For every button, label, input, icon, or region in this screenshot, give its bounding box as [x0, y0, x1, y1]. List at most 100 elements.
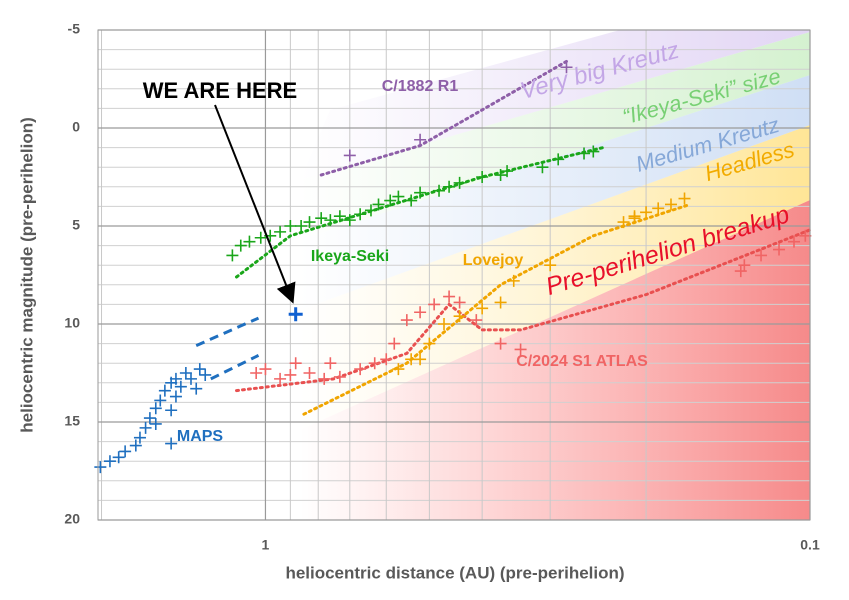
x-tick-label: 1 — [262, 537, 270, 553]
point — [552, 153, 565, 166]
point — [476, 171, 489, 183]
point — [284, 220, 297, 232]
point — [254, 231, 267, 244]
points — [94, 61, 812, 474]
point — [453, 176, 466, 189]
point — [295, 220, 308, 232]
series-label: C/1882 R1 — [382, 78, 459, 95]
point — [274, 372, 287, 385]
series-label: Lovejoy — [463, 252, 524, 269]
series-label: C/2024 S1 ATLAS — [516, 353, 648, 370]
point — [453, 296, 466, 309]
point — [274, 225, 287, 238]
point — [318, 372, 331, 385]
current-point — [288, 307, 303, 322]
point — [333, 370, 346, 383]
point — [303, 216, 316, 229]
point — [443, 290, 456, 303]
point — [443, 180, 456, 193]
y-tick-label: 20 — [64, 511, 80, 527]
point — [143, 412, 156, 425]
point — [372, 198, 385, 211]
y-tick-label: 15 — [64, 413, 80, 429]
point — [324, 214, 337, 227]
series-label: MAPS — [177, 428, 224, 445]
y-tick-label: 5 — [72, 217, 80, 233]
point — [149, 402, 162, 415]
point — [259, 363, 272, 376]
point — [652, 202, 665, 215]
point — [438, 318, 451, 330]
point — [453, 310, 466, 323]
y-tick-label: -5 — [68, 21, 81, 37]
point — [315, 212, 328, 225]
trend-line — [302, 202, 692, 416]
trend-line — [235, 228, 812, 393]
point — [234, 239, 247, 252]
point — [514, 343, 527, 356]
point — [190, 382, 203, 395]
annotation: WE ARE HERE — [143, 78, 297, 103]
point — [133, 431, 146, 444]
point — [154, 394, 167, 407]
point — [470, 314, 483, 327]
point — [414, 133, 427, 146]
series-label: Ikeya-Seki — [311, 248, 389, 265]
point — [199, 368, 212, 381]
point — [165, 404, 178, 417]
point — [787, 235, 800, 248]
point — [755, 249, 768, 262]
point — [578, 147, 591, 160]
point — [678, 192, 691, 205]
point — [139, 421, 152, 434]
point — [380, 353, 393, 366]
point — [193, 363, 206, 376]
point — [400, 314, 413, 327]
point — [368, 357, 381, 370]
point — [303, 367, 316, 379]
point — [544, 259, 557, 272]
point — [169, 390, 182, 403]
point — [507, 274, 520, 287]
point — [354, 363, 367, 376]
plot-frame — [97, 29, 811, 521]
point — [494, 337, 507, 350]
point — [165, 437, 178, 450]
point — [158, 384, 171, 397]
point — [423, 337, 436, 350]
point — [343, 149, 356, 162]
point — [354, 208, 367, 221]
point — [333, 210, 346, 223]
point — [169, 372, 182, 385]
point — [384, 194, 397, 207]
point — [773, 243, 786, 256]
point — [738, 259, 751, 272]
point — [476, 302, 489, 315]
point — [428, 298, 441, 311]
point — [289, 357, 302, 370]
point — [414, 306, 427, 319]
point — [414, 353, 427, 366]
point — [392, 363, 405, 376]
y-tick-label: 0 — [72, 119, 80, 135]
point — [664, 198, 677, 211]
point — [119, 445, 132, 458]
point — [250, 367, 263, 379]
point — [799, 229, 812, 242]
point — [343, 214, 356, 227]
point — [501, 165, 514, 178]
bands-background — [300, 30, 810, 520]
point — [405, 194, 418, 207]
point — [112, 451, 125, 464]
point — [587, 145, 600, 158]
point — [284, 368, 297, 381]
point — [494, 169, 507, 182]
point — [433, 184, 446, 197]
point — [388, 337, 401, 350]
point — [364, 204, 377, 217]
point — [184, 372, 197, 385]
point — [243, 235, 256, 248]
y-tick-label: 10 — [64, 315, 80, 331]
x-tick-label: 0.1 — [800, 537, 820, 553]
